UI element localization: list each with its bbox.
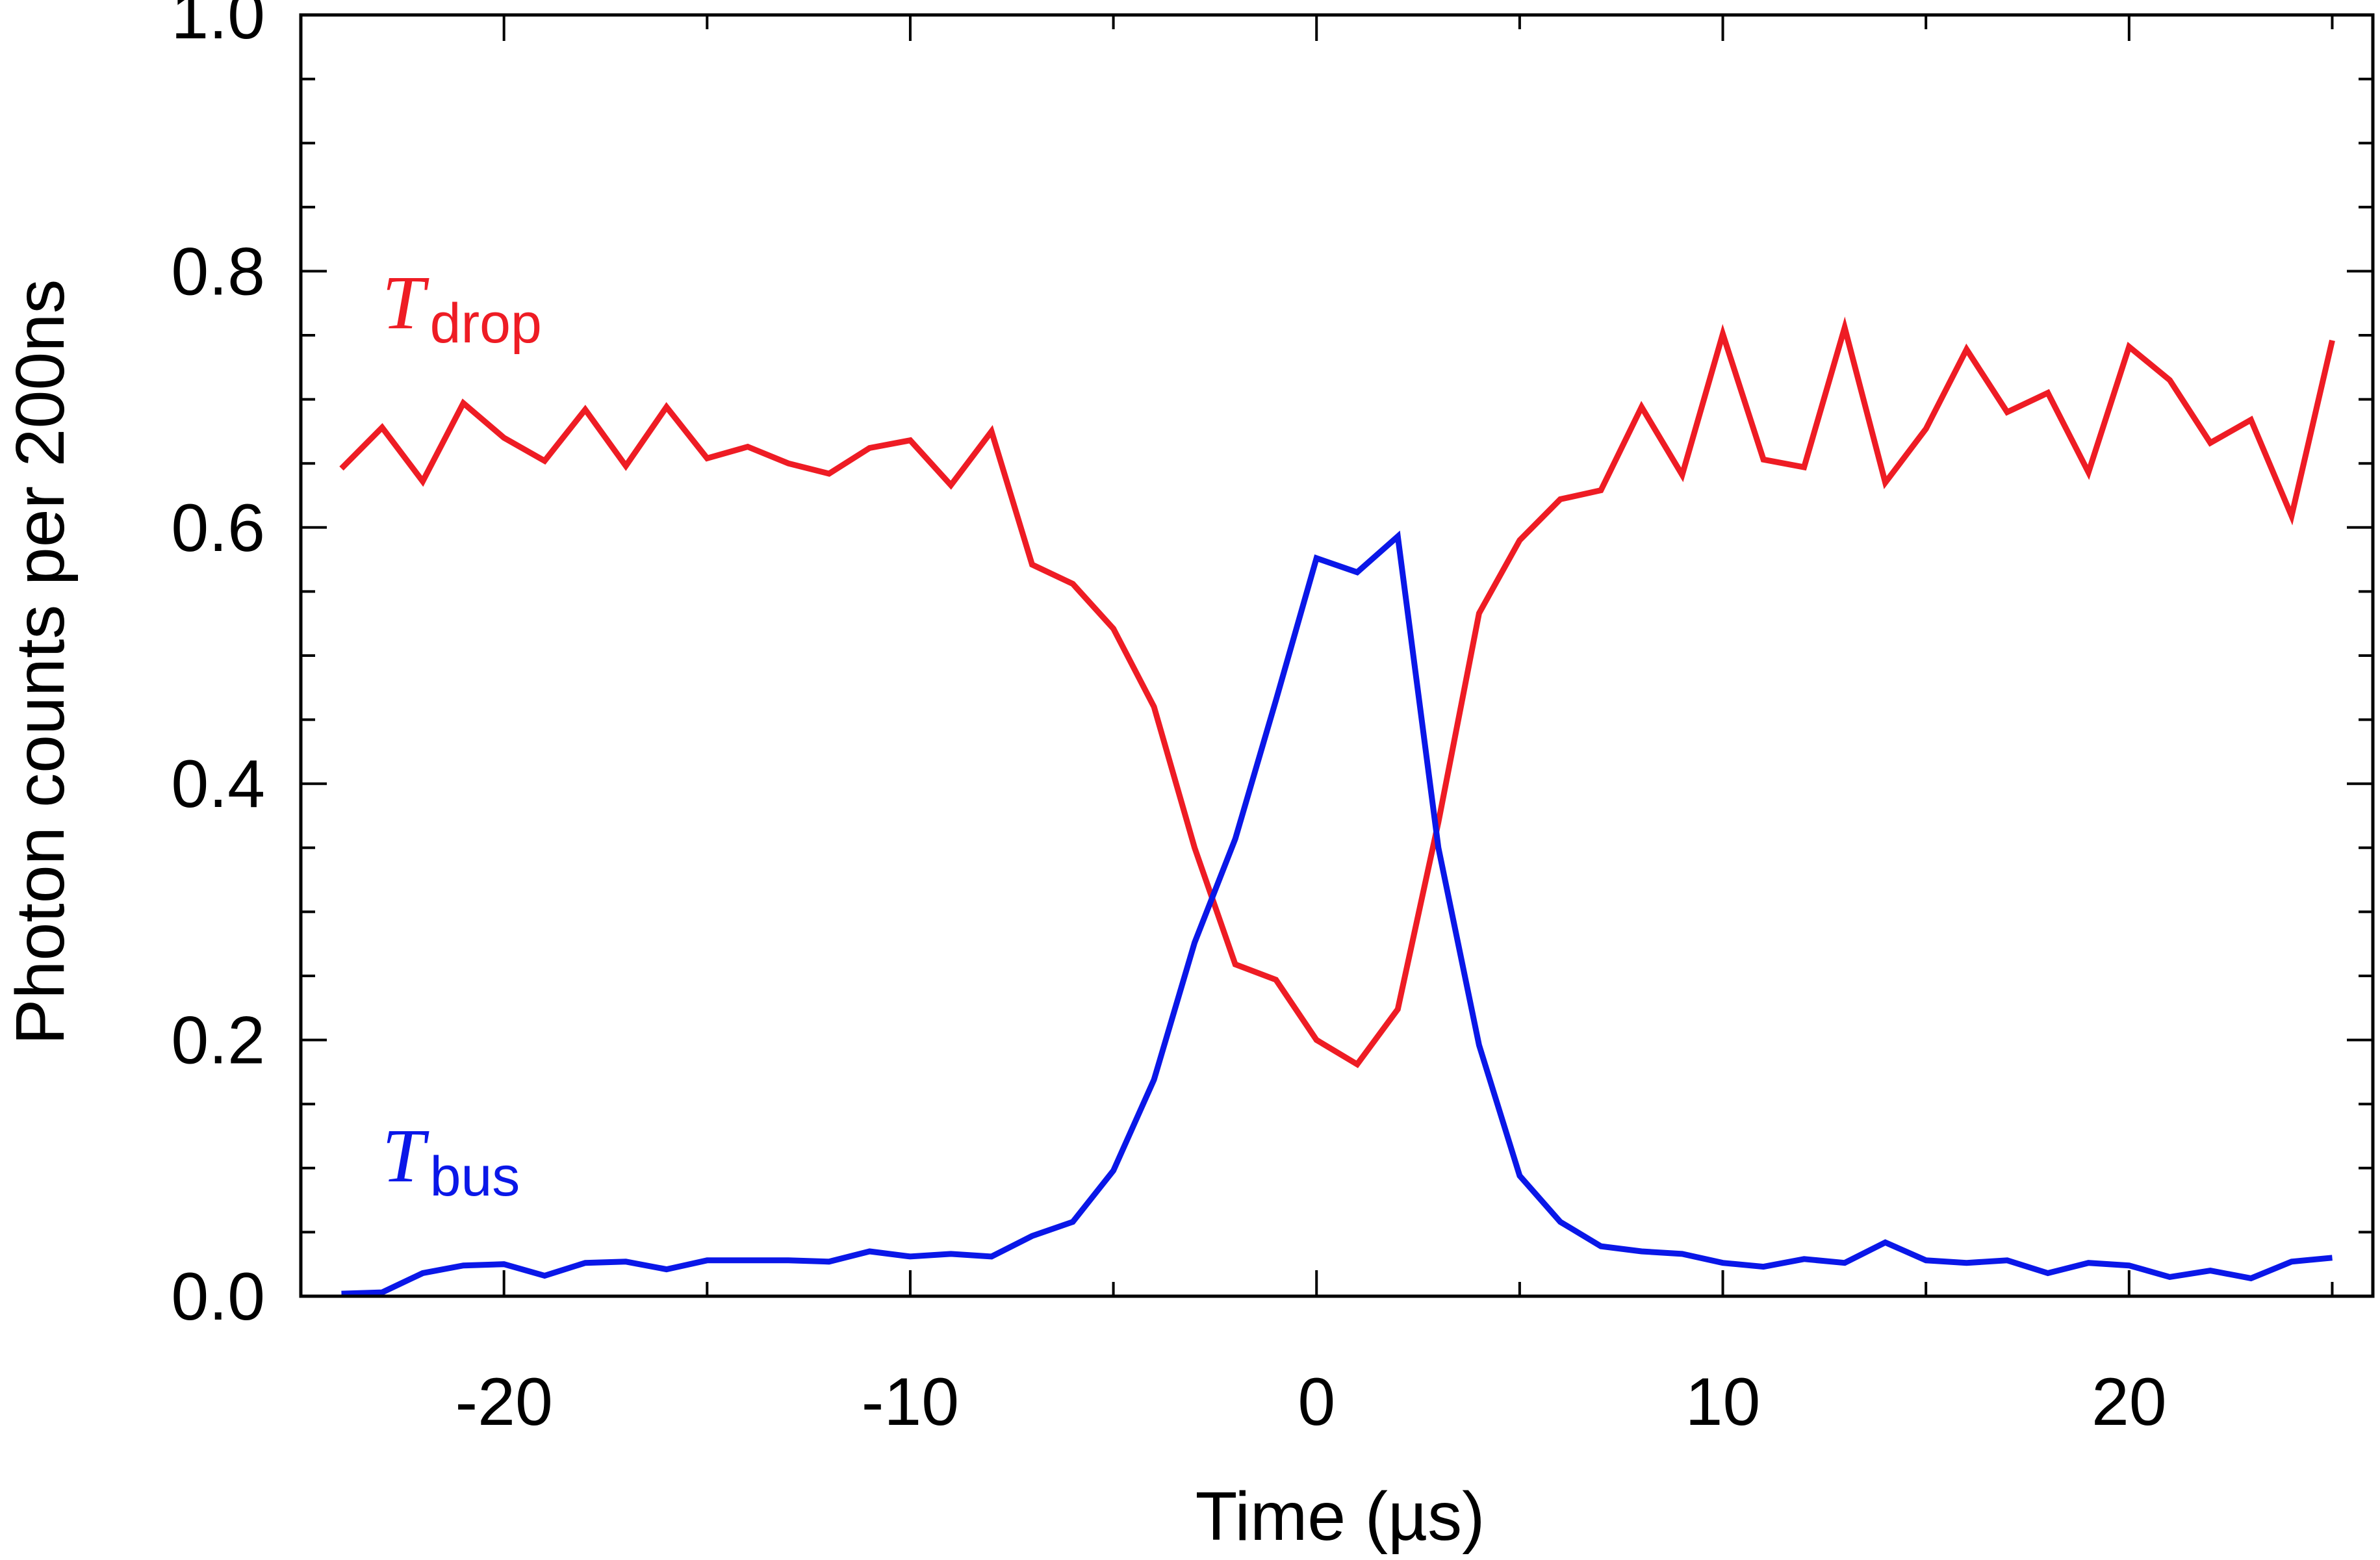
legend-t-bus-main: T	[382, 1113, 429, 1198]
series-line-t-drop	[339, 316, 2335, 1069]
y-tick-label: 0.2	[171, 1003, 265, 1079]
x-tick-label: 10	[1685, 1364, 1761, 1440]
tick-labels: -20 -10 0 10 20 0.0 0.2 0.4 0.6 0.8 1.0	[171, 0, 2166, 1440]
x-tick-label: 0	[1298, 1364, 1335, 1440]
legend-t-drop-sub: drop	[430, 292, 542, 355]
y-tick-label: 0.4	[171, 747, 265, 822]
x-tick-label: -20	[455, 1364, 552, 1440]
y-tick-label: 0.6	[171, 491, 265, 566]
legend-t-drop-main: T	[382, 260, 429, 345]
y-tick-label: 1.0	[171, 0, 265, 53]
data-series	[339, 316, 2335, 1297]
y-tick-label: 0.0	[171, 1259, 265, 1335]
legend-label-t-bus: Tbus	[382, 1113, 520, 1208]
plot-frame	[299, 13, 2375, 1298]
legend-t-bus-sub: bus	[430, 1145, 520, 1208]
x-tick-label: -10	[862, 1364, 959, 1440]
x-tick-label: 20	[2092, 1364, 2167, 1440]
x-axis-title: Time (µs)	[1196, 1478, 1485, 1555]
y-tick-label: 0.8	[171, 234, 265, 309]
series-line-t-bus	[341, 530, 2333, 1297]
legend-label-t-drop: Tdrop	[382, 260, 542, 355]
axis-ticks	[300, 14, 2373, 1298]
y-axis-title: Photon counts per 200ns	[2, 279, 79, 1045]
